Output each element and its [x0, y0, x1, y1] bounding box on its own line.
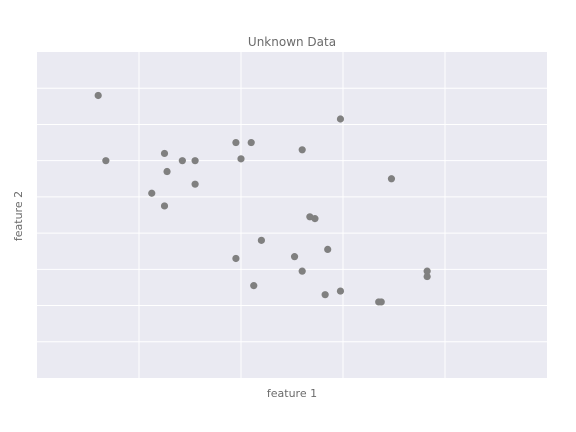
- data-point: [424, 273, 431, 280]
- data-point: [258, 237, 265, 244]
- data-point: [163, 168, 170, 175]
- data-point: [299, 268, 306, 275]
- data-point: [232, 139, 239, 146]
- data-point: [102, 157, 109, 164]
- data-point: [232, 255, 239, 262]
- data-point: [161, 150, 168, 157]
- data-point: [337, 287, 344, 294]
- plot-area: [37, 52, 547, 378]
- y-axis-label: feature 2: [12, 191, 25, 241]
- chart-title: Unknown Data: [248, 35, 336, 49]
- data-point: [237, 155, 244, 162]
- data-point: [378, 298, 385, 305]
- data-point: [337, 115, 344, 122]
- data-point: [179, 157, 186, 164]
- data-point: [148, 190, 155, 197]
- data-point: [161, 202, 168, 209]
- data-point: [322, 291, 329, 298]
- data-point: [250, 282, 257, 289]
- data-point: [388, 175, 395, 182]
- data-point: [311, 215, 318, 222]
- data-point: [95, 92, 102, 99]
- data-point: [299, 146, 306, 153]
- data-point: [324, 246, 331, 253]
- data-point: [192, 181, 199, 188]
- x-axis-label: feature 1: [267, 387, 317, 400]
- data-point: [248, 139, 255, 146]
- data-point: [192, 157, 199, 164]
- data-point: [291, 253, 298, 260]
